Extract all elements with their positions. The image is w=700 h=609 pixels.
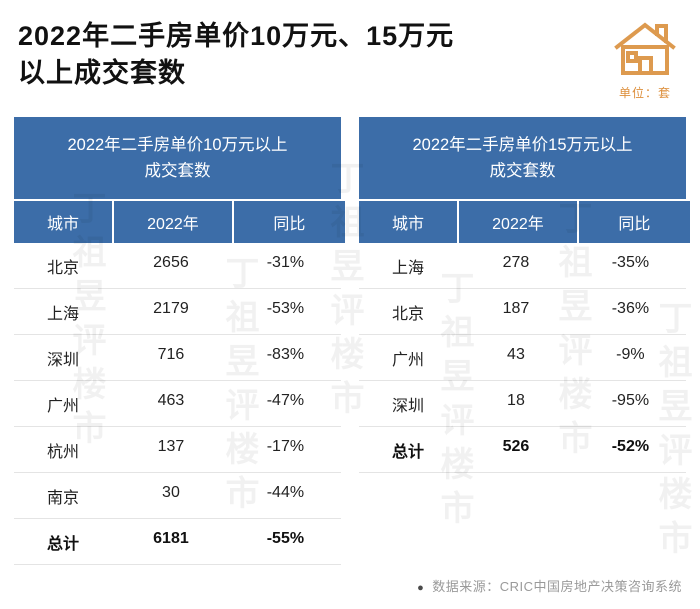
header: 2022年二手房单价10万元、15万元 以上成交套数 单位：套 <box>12 14 688 101</box>
page-title: 2022年二手房单价10万元、15万元 以上成交套数 <box>18 18 454 92</box>
data-source-text: 数据来源：CRIC中国房地产决策咨询系统 <box>432 579 682 594</box>
table-row: 广州 463 -47% <box>14 381 341 427</box>
table-cell: 43 <box>507 345 525 363</box>
table-cell: 278 <box>502 253 530 271</box>
page-title-line1: 2022年二手房单价10万元、15万元 <box>18 21 455 51</box>
table-10w: 2022年二手房单价10万元以上 成交套数 城市 2022年 同比 北京 2656… <box>14 117 345 565</box>
table-cell: 总计 <box>392 443 425 461</box>
unit-label: 单位：套 <box>618 86 671 100</box>
table-cell: -36% <box>611 299 650 317</box>
brand-block: 单位：套 <box>612 18 684 101</box>
table-10w-body: 北京 2656 -31% 上海 2179 -53% 深圳 716 -83% 广州 463 -47% 杭州… <box>14 243 341 565</box>
tables-container: 2022年二手房单价10万元以上 成交套数 城市 2022年 同比 北京 2656… <box>12 117 690 565</box>
table-15w-title-line2: 成交套数 <box>489 162 556 180</box>
table-15w: 2022年二手房单价15万元以上 成交套数 城市 2022年 同比 上海 278 -… <box>359 117 690 565</box>
column-header-2022: 2022年 <box>114 201 232 243</box>
table-cell: -52% <box>611 437 650 455</box>
table-cell: 30 <box>162 483 180 501</box>
table-cell: 6181 <box>153 529 189 547</box>
table-cell: -95% <box>611 391 650 409</box>
table-cell: -35% <box>611 253 650 271</box>
table-10w-title-line2: 成交套数 <box>144 162 211 180</box>
table-cell: 463 <box>157 391 185 409</box>
column-header-city: 城市 <box>14 201 113 243</box>
table-row: 南京 30 -44% <box>14 473 341 519</box>
table-cell: 北京 <box>392 305 425 323</box>
table-cell: 上海 <box>392 259 425 277</box>
table-cell: -55% <box>266 529 305 547</box>
table-row: 北京 187 -36% <box>359 289 686 335</box>
column-header-2022: 2022年 <box>459 201 577 243</box>
table-cell: 上海 <box>47 305 80 323</box>
table-cell: 广州 <box>47 397 80 415</box>
table-15w-title: 2022年二手房单价15万元以上 成交套数 <box>359 117 686 199</box>
table-10w-title-line1: 2022年二手房单价10万元以上 <box>67 136 288 154</box>
table-cell: -47% <box>266 391 305 409</box>
table-row: 总计 526 -52% <box>359 427 686 473</box>
column-header-yoy: 同比 <box>233 201 345 243</box>
table-row: 杭州 137 -17% <box>14 427 341 473</box>
table-cell: 18 <box>507 391 525 409</box>
table-cell: 杭州 <box>47 443 80 461</box>
table-cell: 526 <box>502 437 530 455</box>
table-cell: -9% <box>616 345 645 363</box>
table-cell: 广州 <box>392 351 425 369</box>
table-cell: 2179 <box>153 299 189 317</box>
table-row: 深圳 18 -95% <box>359 381 686 427</box>
table-cell: 2656 <box>153 253 189 271</box>
table-cell: 深圳 <box>392 397 425 415</box>
column-header-yoy: 同比 <box>578 201 690 243</box>
table-15w-body: 上海 278 -35% 北京 187 -36% 广州 43 -9% 深圳 18 -95% 总计 526 -5… <box>359 243 686 473</box>
table-cell: -31% <box>266 253 305 271</box>
table-row: 深圳 716 -83% <box>14 335 341 381</box>
table-row: 上海 2179 -53% <box>14 289 341 335</box>
table-cell: 137 <box>157 437 185 455</box>
table-15w-header-row: 城市 2022年 同比 <box>359 199 690 243</box>
data-source: ● 数据来源：CRIC中国房地产决策咨询系统 <box>417 576 682 595</box>
table-row: 广州 43 -9% <box>359 335 686 381</box>
table-15w-title-line1: 2022年二手房单价15万元以上 <box>412 136 633 154</box>
column-header-city: 城市 <box>359 201 458 243</box>
table-cell: 总计 <box>47 535 80 553</box>
page-title-line2: 以上成交套数 <box>18 58 186 88</box>
table-cell: 716 <box>157 345 185 363</box>
table-cell: -53% <box>266 299 305 317</box>
dot-icon: ● <box>417 582 425 594</box>
table-cell: 187 <box>502 299 530 317</box>
table-10w-title: 2022年二手房单价10万元以上 成交套数 <box>14 117 341 199</box>
table-cell: -83% <box>266 345 305 363</box>
table-cell: -44% <box>266 483 305 501</box>
house-icon <box>614 22 676 75</box>
table-cell: -17% <box>266 437 305 455</box>
table-cell: 深圳 <box>47 351 80 369</box>
table-cell: 北京 <box>47 259 80 277</box>
table-row: 上海 278 -35% <box>359 243 686 289</box>
table-row: 总计 6181 -55% <box>14 519 341 565</box>
table-row: 北京 2656 -31% <box>14 243 341 289</box>
table-10w-header-row: 城市 2022年 同比 <box>14 199 345 243</box>
table-cell: 南京 <box>47 489 80 507</box>
